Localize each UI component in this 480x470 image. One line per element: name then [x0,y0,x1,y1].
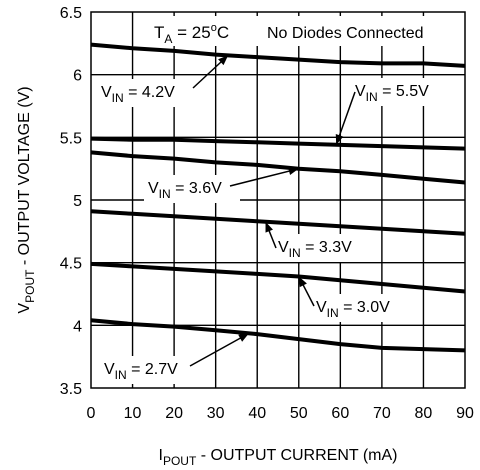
series-label-text: VIN = 3.3V [278,239,352,260]
x-tick-label: 50 [290,405,308,422]
series-label-arrow [189,332,250,367]
temperature-annotation-text: TA = 25oC [154,22,229,46]
series-label-text: VIN = 3.0V [316,299,390,320]
y-tick-label: 5.5 [60,130,82,147]
series-labels: VIN = 4.2V VIN = 5.5V VIN = 3.6V VIN = 3.3V… [97,54,447,384]
series-label-5: VIN = 2.7V [100,332,250,384]
x-tick-label: 80 [415,405,433,422]
series-label-4: VIN = 3.0V [298,276,408,322]
series-label-bg [274,234,370,262]
no-diodes-annotation: No Diodes Connected [262,16,458,46]
arrow-head [238,333,249,342]
arrow-head [335,133,344,145]
series-line-3 [90,209,466,236]
series-label-arrow [229,167,299,187]
x-tick-label: 70 [373,405,391,422]
y-tick-labels: 3.5 4 4.5 5 5.5 6 6.5 [60,5,82,398]
series-label-1: VIN = 5.5V [335,78,447,145]
series-label-0: VIN = 4.2V [97,54,229,107]
y-tick-label: 6 [73,68,82,85]
arrow-head [288,167,299,175]
temperature-annotation: TA = 25oC [146,16,260,46]
series-label-text: VIN = 4.2V [101,84,175,105]
series-label-bg [351,78,447,106]
series-label-3: VIN = 3.3V [264,221,370,262]
series-line-4 [90,261,466,294]
series-label-text: VIN = 5.5V [355,83,429,104]
arrow-head [265,221,273,233]
x-tick-label: 0 [87,405,96,422]
x-tick-label: 40 [248,405,266,422]
x-tick-label: 10 [124,405,142,422]
y-tick-label: 3.5 [60,381,82,398]
x-tick-labels: 0 10 20 30 40 50 60 70 80 90 [87,405,474,422]
y-axis-title: VPOUT - OUTPUT VOLTAGE (V) [16,86,37,313]
series-label-bg [144,175,240,203]
y-tick-label: 4 [73,318,82,335]
series-label-bg [312,294,408,322]
y-tick-label: 6.5 [60,5,82,22]
y-tick-label: 5 [73,193,82,210]
series-line-5 [90,318,466,353]
arrow-head [298,276,307,288]
y-tick-label: 4.5 [60,256,82,273]
x-tick-label: 90 [456,405,474,422]
series-label-bg [100,356,196,384]
x-tick-label: 60 [331,405,349,422]
x-axis-title: IPOUT - OUTPUT CURRENT (mA) [159,447,398,468]
series-line-0 [90,42,466,68]
series-line-1 [90,136,466,151]
series-label-text: VIN = 2.7V [104,361,178,382]
series-label-2: VIN = 3.6V [144,167,299,203]
series-lines [90,42,466,353]
x-tick-label: 20 [165,405,183,422]
series-line-2 [90,150,466,185]
series-label-text: VIN = 3.6V [148,180,222,201]
arrow-head [218,55,229,66]
grid [91,12,465,388]
no-diodes-text: No Diodes Connected [267,25,424,42]
series-label-bg [97,79,193,107]
x-tick-label: 30 [207,405,225,422]
